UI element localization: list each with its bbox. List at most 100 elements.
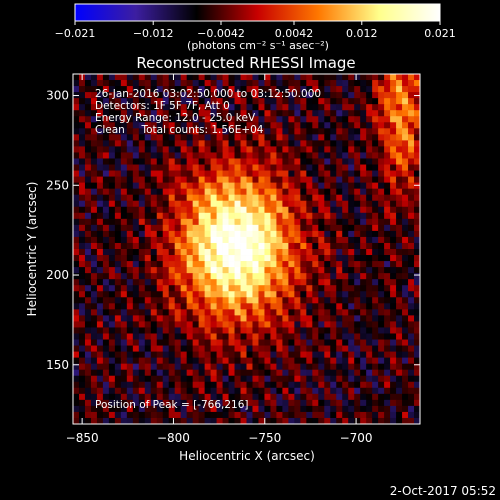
heatmap-cell bbox=[288, 164, 295, 171]
heatmap-cell bbox=[204, 399, 211, 407]
heatmap-cell bbox=[204, 134, 211, 141]
heatmap-cell bbox=[408, 291, 415, 298]
heatmap-cell bbox=[210, 74, 217, 81]
heatmap-cell bbox=[114, 200, 122, 208]
heatmap-cell bbox=[312, 86, 319, 93]
heatmap-cell bbox=[366, 230, 373, 238]
heatmap-cell bbox=[258, 279, 265, 286]
heatmap-cell bbox=[78, 164, 86, 171]
heatmap-cell bbox=[270, 212, 277, 220]
heatmap-cell bbox=[126, 321, 134, 328]
heatmap-cell bbox=[204, 291, 211, 298]
heatmap-cell bbox=[312, 393, 319, 401]
heatmap-cell bbox=[384, 327, 391, 334]
heatmap-cell bbox=[174, 393, 182, 401]
heatmap-cell bbox=[216, 158, 223, 165]
heatmap-cell bbox=[264, 122, 271, 129]
heatmap-cell bbox=[378, 417, 385, 424]
heatmap-cell bbox=[192, 399, 200, 407]
heatmap-cell bbox=[204, 110, 211, 117]
heatmap-cell bbox=[120, 297, 128, 304]
heatmap-cell bbox=[240, 104, 247, 111]
x-tick-label: −800 bbox=[157, 431, 190, 445]
heatmap-cell bbox=[222, 194, 229, 202]
heatmap-cell bbox=[408, 405, 415, 413]
heatmap-cell bbox=[348, 122, 355, 129]
heatmap-cell bbox=[336, 297, 343, 304]
heatmap-cell bbox=[282, 176, 289, 184]
heatmap-cell bbox=[324, 387, 331, 395]
heatmap-cell bbox=[270, 104, 277, 111]
heatmap-cell bbox=[156, 80, 164, 87]
heatmap-cell bbox=[342, 146, 349, 153]
heatmap-cell bbox=[336, 345, 343, 352]
heatmap-cell bbox=[78, 387, 86, 395]
heatmap-cell bbox=[342, 285, 349, 292]
heatmap-cell bbox=[198, 236, 206, 244]
heatmap-cell bbox=[222, 249, 229, 256]
heatmap-cell bbox=[174, 333, 182, 340]
heatmap-cell bbox=[102, 140, 110, 147]
heatmap-cell bbox=[264, 134, 271, 141]
heatmap-cell bbox=[210, 104, 217, 111]
heatmap-cell bbox=[276, 381, 283, 389]
heatmap-cell bbox=[108, 92, 116, 99]
heatmap-cell bbox=[282, 158, 289, 165]
heatmap-cell bbox=[78, 249, 86, 256]
heatmap-cell bbox=[324, 333, 331, 340]
heatmap-cell bbox=[402, 158, 409, 165]
heatmap-cell bbox=[204, 158, 211, 165]
heatmap-cell bbox=[144, 164, 152, 171]
heatmap-cell bbox=[300, 375, 307, 383]
heatmap-cell bbox=[204, 333, 211, 340]
heatmap-cell bbox=[180, 182, 188, 190]
heatmap-cell bbox=[414, 405, 420, 413]
heatmap-cell bbox=[312, 297, 319, 304]
heatmap-cell bbox=[360, 176, 367, 184]
heatmap-cell bbox=[360, 255, 367, 262]
heatmap-cell bbox=[252, 261, 259, 268]
heatmap-cell bbox=[402, 351, 409, 359]
heatmap-cell bbox=[108, 261, 116, 268]
heatmap-cell bbox=[288, 285, 295, 292]
heatmap-cell bbox=[156, 321, 164, 328]
heatmap-cell bbox=[300, 140, 307, 147]
heatmap-cell bbox=[396, 255, 403, 262]
heatmap-cell bbox=[138, 170, 146, 177]
heatmap-cell bbox=[120, 74, 128, 81]
heatmap-cell bbox=[222, 411, 229, 419]
heatmap-cell bbox=[258, 333, 265, 340]
heatmap-cell bbox=[360, 261, 367, 268]
heatmap-cell bbox=[102, 218, 110, 226]
heatmap-cell bbox=[156, 86, 164, 93]
heatmap-cell bbox=[90, 224, 98, 232]
heatmap-cell bbox=[366, 182, 373, 190]
heatmap-cell bbox=[300, 345, 307, 352]
heatmap-cell bbox=[366, 387, 373, 395]
heatmap-cell bbox=[342, 134, 349, 141]
heatmap-cell bbox=[330, 98, 337, 105]
heatmap-cell bbox=[102, 279, 110, 286]
heatmap-cell bbox=[96, 351, 104, 359]
heatmap-cell bbox=[246, 327, 253, 334]
heatmap-cell bbox=[96, 285, 104, 292]
heatmap-cell bbox=[288, 194, 295, 202]
heatmap-cell bbox=[216, 110, 223, 117]
heatmap-cell bbox=[180, 345, 188, 352]
heatmap-cell bbox=[294, 74, 301, 81]
heatmap-cell bbox=[234, 98, 241, 105]
heatmap-cell bbox=[144, 242, 152, 250]
heatmap-cell bbox=[330, 218, 337, 226]
heatmap-cell bbox=[408, 134, 415, 141]
heatmap-cell bbox=[138, 122, 146, 129]
plot-frame bbox=[72, 73, 421, 425]
heatmap-cell bbox=[150, 375, 158, 383]
heatmap-cell bbox=[84, 98, 92, 105]
heatmap-cell bbox=[402, 230, 409, 238]
heatmap-cell bbox=[234, 176, 241, 184]
heatmap-cell bbox=[324, 218, 331, 226]
heatmap-cell bbox=[192, 152, 200, 159]
heatmap-cell bbox=[396, 315, 403, 322]
heatmap-cell bbox=[102, 405, 110, 413]
